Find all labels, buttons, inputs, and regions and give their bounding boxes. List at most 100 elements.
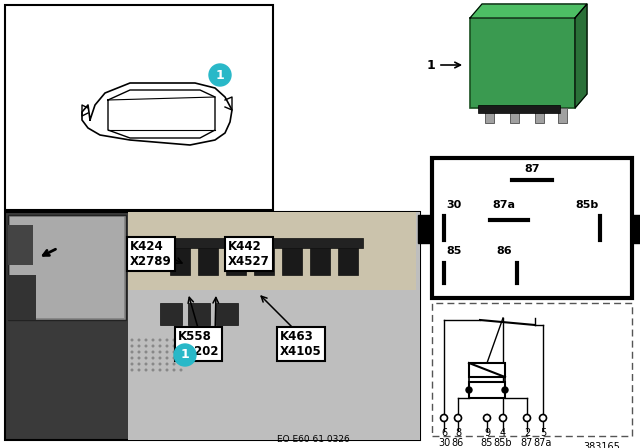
Circle shape xyxy=(138,345,141,348)
Circle shape xyxy=(466,387,472,393)
Circle shape xyxy=(166,350,168,353)
Bar xyxy=(432,303,632,436)
Text: 85: 85 xyxy=(481,438,493,448)
Circle shape xyxy=(152,345,154,348)
Bar xyxy=(8,215,126,320)
Circle shape xyxy=(173,357,175,359)
Text: 87: 87 xyxy=(521,438,533,448)
Circle shape xyxy=(152,362,154,366)
Text: 30: 30 xyxy=(446,200,461,210)
Circle shape xyxy=(159,362,161,366)
Circle shape xyxy=(145,369,147,371)
Text: 1: 1 xyxy=(216,69,225,82)
Circle shape xyxy=(440,414,447,422)
Bar xyxy=(469,382,505,398)
Text: 85: 85 xyxy=(446,246,461,256)
Circle shape xyxy=(152,357,154,359)
Circle shape xyxy=(173,362,175,366)
Text: 86: 86 xyxy=(452,438,464,448)
Bar xyxy=(170,245,190,275)
Bar xyxy=(5,212,420,440)
Bar xyxy=(310,245,330,275)
Circle shape xyxy=(166,345,168,348)
Circle shape xyxy=(524,414,531,422)
Bar xyxy=(188,303,210,325)
Bar xyxy=(470,18,575,108)
Circle shape xyxy=(131,369,134,371)
Circle shape xyxy=(173,369,175,371)
Bar xyxy=(128,212,416,290)
Circle shape xyxy=(179,362,182,366)
Circle shape xyxy=(540,414,547,422)
Circle shape xyxy=(138,362,141,366)
Circle shape xyxy=(166,357,168,359)
Circle shape xyxy=(131,362,134,366)
Circle shape xyxy=(159,369,161,371)
Circle shape xyxy=(159,350,161,353)
Bar xyxy=(5,5,273,210)
Circle shape xyxy=(179,350,182,353)
Text: 86: 86 xyxy=(496,246,512,256)
Bar xyxy=(510,108,519,123)
Circle shape xyxy=(179,357,182,359)
Text: 1: 1 xyxy=(426,59,435,72)
Text: 2: 2 xyxy=(524,428,530,438)
Bar xyxy=(8,225,33,265)
Circle shape xyxy=(209,64,231,86)
Circle shape xyxy=(138,350,141,353)
Circle shape xyxy=(173,345,175,348)
Bar xyxy=(160,303,182,325)
Circle shape xyxy=(138,357,141,359)
Circle shape xyxy=(138,369,141,371)
Text: 85b: 85b xyxy=(575,200,598,210)
Bar xyxy=(10,217,124,318)
Circle shape xyxy=(173,339,175,341)
Polygon shape xyxy=(470,4,587,18)
Bar xyxy=(485,108,494,123)
Bar xyxy=(282,245,302,275)
Circle shape xyxy=(145,362,147,366)
Text: 4: 4 xyxy=(500,428,506,438)
Text: 87: 87 xyxy=(524,164,540,174)
Bar xyxy=(535,108,544,123)
Text: K442
X4527: K442 X4527 xyxy=(228,240,269,268)
Text: K463
X4105: K463 X4105 xyxy=(280,330,322,358)
Circle shape xyxy=(173,350,175,353)
Circle shape xyxy=(152,339,154,341)
Circle shape xyxy=(131,345,134,348)
Text: 6: 6 xyxy=(441,428,447,438)
Circle shape xyxy=(145,339,147,341)
Text: 8: 8 xyxy=(455,428,461,438)
Bar xyxy=(198,245,218,275)
Text: 85b: 85b xyxy=(493,438,512,448)
Circle shape xyxy=(145,345,147,348)
Circle shape xyxy=(166,369,168,371)
Circle shape xyxy=(152,369,154,371)
Circle shape xyxy=(179,369,182,371)
Bar xyxy=(418,215,432,243)
Text: 87a: 87a xyxy=(493,200,515,210)
Text: EO E60 61 0326: EO E60 61 0326 xyxy=(277,435,350,444)
Text: 383165: 383165 xyxy=(583,442,620,448)
Text: 30: 30 xyxy=(438,438,450,448)
Bar xyxy=(338,245,358,275)
Bar xyxy=(168,238,363,248)
Circle shape xyxy=(174,344,196,366)
Bar xyxy=(432,158,632,298)
Circle shape xyxy=(131,339,134,341)
Circle shape xyxy=(179,339,182,341)
Bar xyxy=(128,212,420,440)
Circle shape xyxy=(483,414,490,422)
Circle shape xyxy=(159,357,161,359)
Text: 9: 9 xyxy=(484,428,490,438)
Circle shape xyxy=(454,414,461,422)
Circle shape xyxy=(131,350,134,353)
Circle shape xyxy=(138,339,141,341)
Text: K558
X3202: K558 X3202 xyxy=(178,330,220,358)
Text: K424
X2789: K424 X2789 xyxy=(130,240,172,268)
Circle shape xyxy=(152,350,154,353)
Text: 5: 5 xyxy=(540,428,546,438)
Circle shape xyxy=(502,387,508,393)
Bar xyxy=(558,108,567,123)
Circle shape xyxy=(166,362,168,366)
